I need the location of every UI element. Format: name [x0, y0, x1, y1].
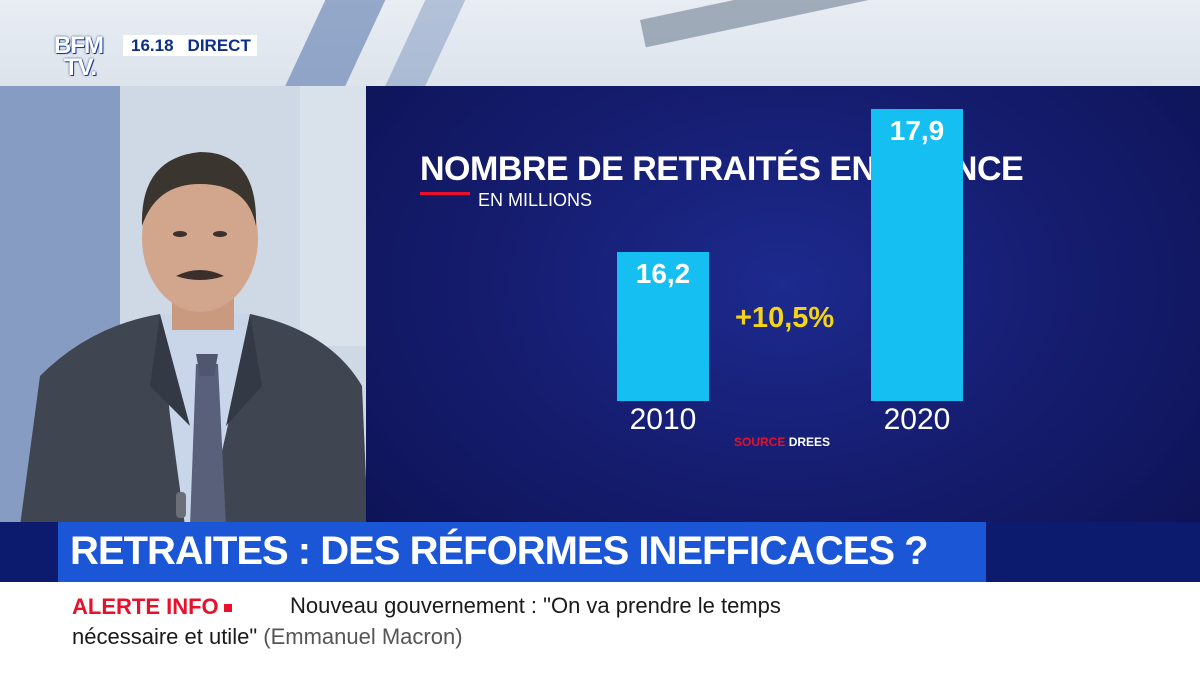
source-key: SOURCE	[734, 435, 786, 449]
headline-banner: RETRAITES : DES RÉFORMES INEFFICACES ?	[58, 522, 986, 582]
bar-2010: 16,2	[617, 252, 709, 401]
logo-line2: TV.	[64, 54, 97, 81]
source-value: DREES	[788, 435, 831, 449]
bar-value-label: 16,2	[635, 258, 691, 289]
logo-line1: BFM	[54, 32, 104, 59]
news-ticker: ALERTE INFO Nouveau gouvernement : "On v…	[0, 582, 1200, 675]
clock-time: 16.18	[131, 35, 174, 55]
ticker-line2-text: nécessaire et utile"	[72, 624, 258, 649]
alert-label-text: ALERTE INFO	[72, 594, 219, 619]
quote-author: (Emmanuel Macron)	[263, 624, 463, 649]
infographic-panel: NOMBRE DE RETRAITÉS EN FRANCE EN MILLION…	[366, 86, 1200, 582]
clock-bar: 16.18 DIRECT	[123, 35, 257, 56]
bfmtv-logo: BFM TV.	[50, 33, 118, 83]
title-accent-line	[420, 192, 470, 195]
alert-label: ALERTE INFO	[72, 594, 232, 620]
headline-text: RETRAITES : DES RÉFORMES INEFFICACES ?	[70, 529, 929, 573]
bar-2020: 17,9	[871, 109, 963, 401]
ticker-line1: Nouveau gouvernement : "On va prendre le…	[290, 593, 781, 618]
chart-subtitle: EN MILLIONS	[478, 190, 593, 210]
presenter-video	[0, 86, 368, 526]
category-label: 2020	[883, 403, 951, 436]
category-label: 2010	[629, 403, 697, 436]
live-label: DIRECT	[187, 35, 251, 55]
ticker-line2: nécessaire et utile" (Emmanuel Macron)	[72, 624, 463, 650]
bar-chart: 16,2 2010 17,9 2020	[366, 86, 1200, 582]
growth-annotation: +10,5%	[735, 302, 835, 334]
chart-source: SOURCE DREES	[734, 435, 830, 449]
bar-value-label: 17,9	[889, 115, 945, 146]
alert-dot-icon	[223, 604, 232, 613]
